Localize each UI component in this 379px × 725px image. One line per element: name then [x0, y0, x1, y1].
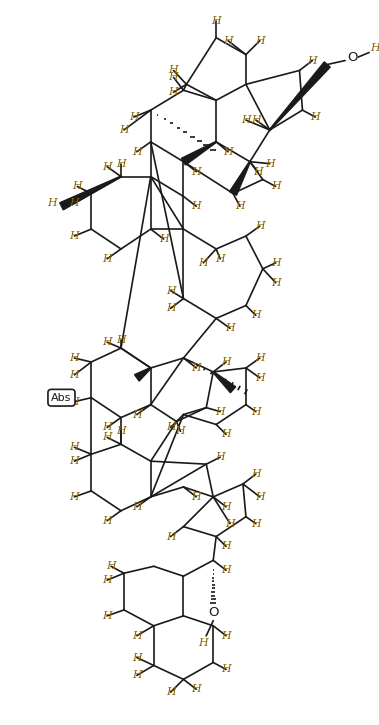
Text: H: H [166, 687, 175, 697]
Text: H: H [221, 357, 231, 367]
Polygon shape [230, 162, 251, 195]
Text: H: H [221, 542, 231, 552]
Text: H: H [132, 146, 142, 157]
Text: H: H [102, 337, 112, 347]
Text: H: H [221, 566, 231, 575]
Text: H: H [69, 353, 79, 363]
Text: H: H [191, 167, 201, 177]
Text: H: H [116, 335, 126, 345]
Text: H: H [191, 492, 201, 502]
Text: H: H [253, 167, 263, 177]
Text: H: H [307, 56, 317, 65]
Text: H: H [223, 146, 233, 157]
Text: Abs: Abs [51, 393, 72, 402]
Text: H: H [191, 684, 201, 695]
Text: H: H [102, 423, 112, 432]
Text: H: H [255, 36, 265, 46]
Text: H: H [265, 159, 275, 169]
Text: H: H [251, 115, 261, 125]
Text: H: H [132, 410, 142, 420]
Polygon shape [135, 368, 151, 381]
Text: H: H [191, 363, 201, 373]
Text: H: H [251, 407, 261, 417]
Text: H: H [271, 278, 280, 288]
Text: H: H [132, 671, 142, 680]
Polygon shape [269, 62, 330, 130]
Text: H: H [221, 502, 231, 512]
Text: H: H [215, 452, 225, 463]
Text: H: H [166, 304, 175, 313]
Text: H: H [221, 429, 231, 439]
Text: H: H [199, 638, 208, 647]
Text: H: H [69, 199, 79, 208]
Text: H: H [69, 442, 79, 452]
Text: H: H [102, 611, 112, 621]
Text: H: H [199, 258, 208, 268]
Text: H: H [225, 518, 235, 529]
Text: H: H [251, 310, 261, 320]
Text: H: H [166, 286, 175, 296]
Text: H: H [69, 370, 79, 380]
Text: H: H [223, 36, 233, 46]
Polygon shape [182, 141, 216, 165]
Text: H: H [69, 231, 79, 241]
Text: H: H [106, 561, 116, 571]
Text: H: H [235, 202, 245, 211]
Text: H: H [215, 254, 225, 264]
Text: H: H [69, 456, 79, 466]
Text: H: H [116, 426, 126, 436]
Text: H: H [175, 426, 185, 436]
Text: H: H [102, 162, 112, 172]
Text: H: H [47, 199, 56, 208]
Text: H: H [116, 159, 126, 169]
Text: H: H [169, 65, 179, 75]
Text: O: O [208, 606, 218, 619]
Text: H: H [241, 115, 251, 125]
Text: H: H [102, 575, 112, 585]
Text: H: H [166, 531, 175, 542]
Text: H: H [255, 373, 265, 383]
Text: H: H [102, 432, 112, 442]
Text: H: H [102, 515, 112, 526]
Text: H: H [225, 323, 235, 334]
Text: O: O [347, 51, 357, 64]
Text: H: H [221, 664, 231, 674]
Text: H: H [271, 258, 280, 268]
Text: H: H [129, 112, 139, 122]
Text: H: H [72, 181, 82, 191]
Text: H: H [191, 202, 201, 211]
Text: H: H [221, 631, 231, 641]
Text: H: H [166, 423, 175, 432]
Text: H: H [169, 72, 179, 83]
Text: H: H [255, 221, 265, 231]
Polygon shape [60, 176, 121, 210]
Text: H: H [119, 125, 129, 135]
Text: H: H [159, 234, 169, 244]
Text: H: H [370, 43, 379, 53]
Text: H: H [102, 254, 112, 264]
Text: H: H [69, 397, 79, 407]
Text: H: H [132, 502, 142, 512]
Text: H: H [255, 353, 265, 363]
Text: H: H [132, 631, 142, 641]
Text: H: H [211, 16, 221, 26]
Text: H: H [251, 469, 261, 479]
Polygon shape [213, 371, 236, 393]
Text: H: H [69, 492, 79, 502]
Text: H: H [310, 112, 320, 122]
Text: H: H [132, 652, 142, 663]
Text: H: H [215, 407, 225, 417]
Text: H: H [271, 181, 280, 191]
Text: H: H [169, 87, 179, 97]
Text: H: H [255, 492, 265, 502]
Text: H: H [251, 518, 261, 529]
